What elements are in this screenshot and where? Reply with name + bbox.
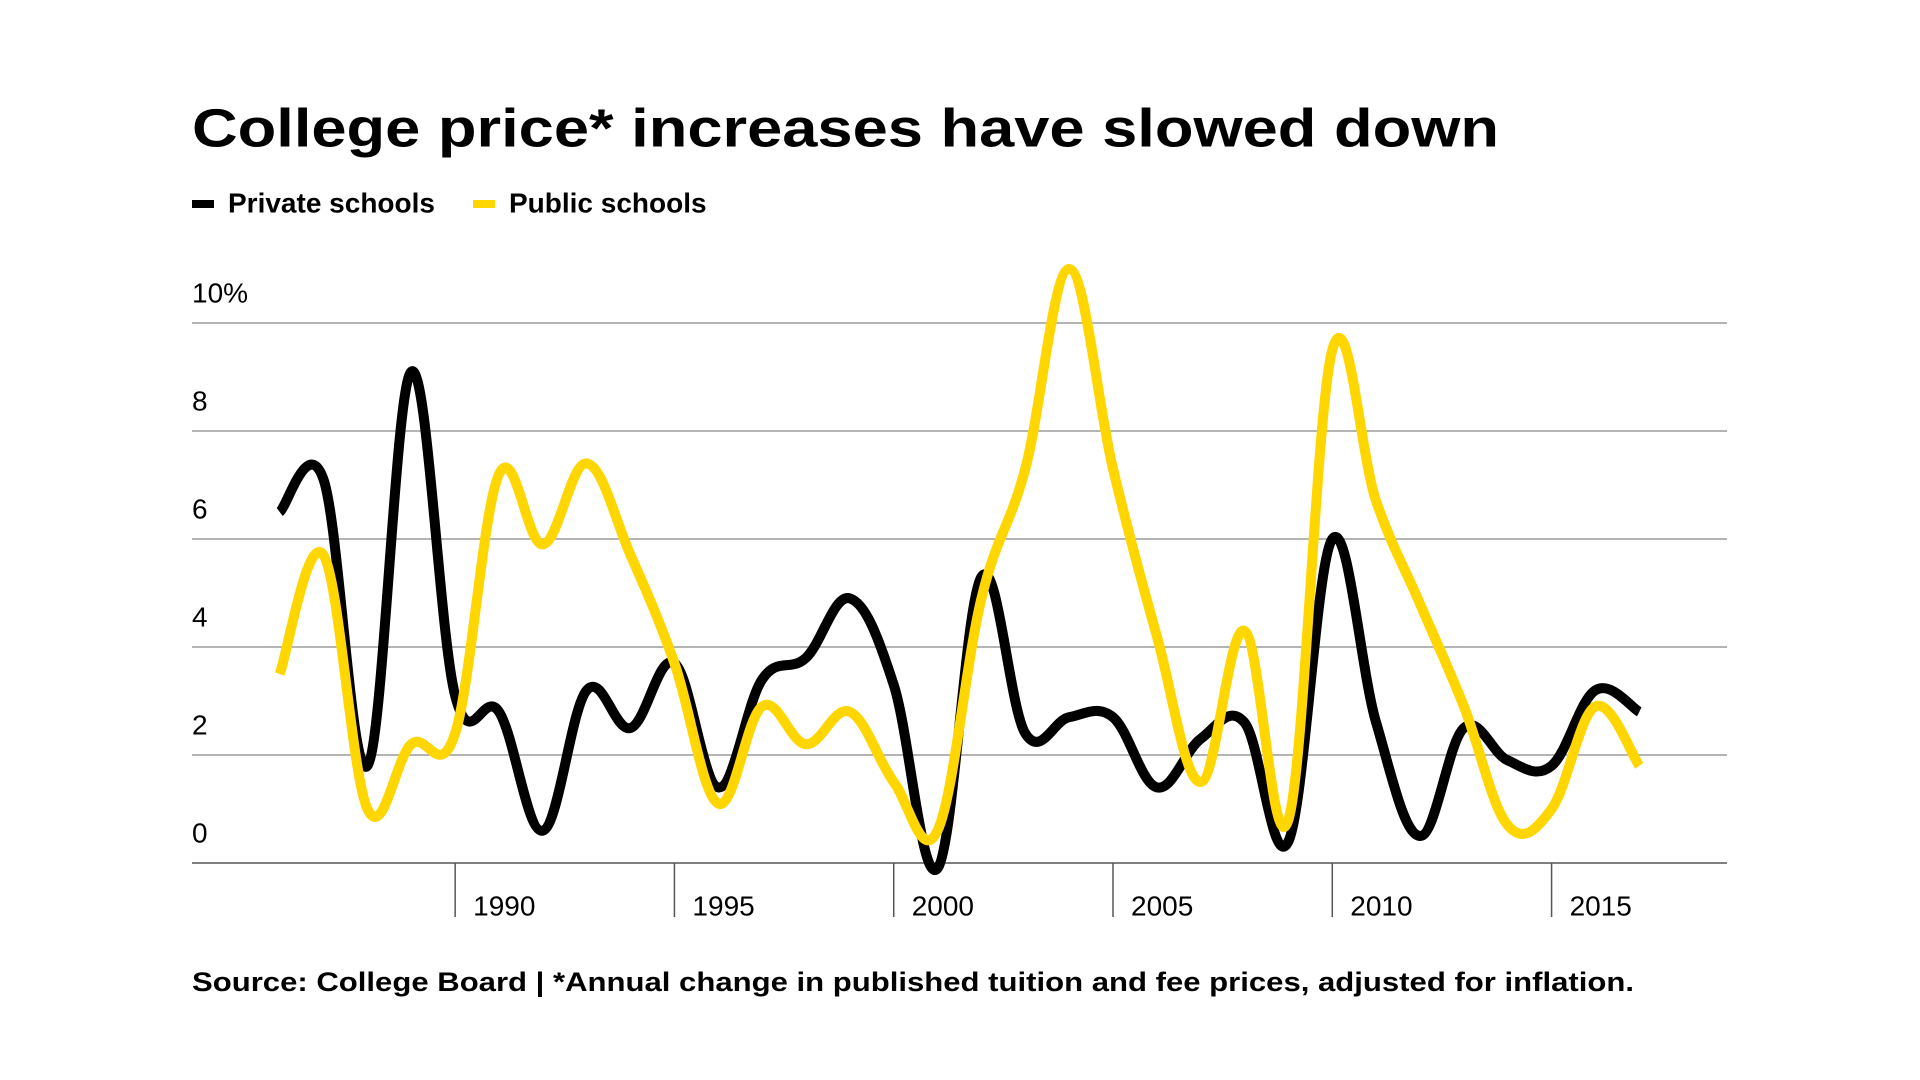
x-tick-label: 1995: [692, 890, 754, 921]
chart-title: College price* increases have slowed dow…: [192, 98, 1499, 158]
legend-label: Private schools: [228, 187, 435, 218]
grid: 0 2 4 6 8 10% 1990 1995 2000 2005 2010 2015: [192, 277, 1727, 921]
y-tick-label: 8: [192, 385, 208, 416]
series-line: [274, 264, 1644, 845]
source-note: Source: College Board | *Annual change i…: [192, 967, 1634, 997]
series-line: [275, 366, 1643, 876]
x-tick-label: 1990: [473, 890, 535, 921]
y-tick-label: 4: [192, 601, 208, 632]
y-tick-label: 10%: [192, 277, 248, 308]
x-tick-label: 2010: [1350, 890, 1412, 921]
x-tick-label: 2005: [1131, 890, 1193, 921]
legend: Private schools Public schools: [192, 187, 707, 218]
y-tick-label: 0: [192, 817, 208, 848]
lines: [274, 264, 1644, 876]
x-tick-label: 2000: [912, 890, 974, 921]
legend-label: Public schools: [509, 187, 707, 218]
y-tick-label: 6: [192, 493, 208, 524]
x-tick-label: 2015: [1570, 890, 1632, 921]
y-tick-label: 2: [192, 709, 208, 740]
